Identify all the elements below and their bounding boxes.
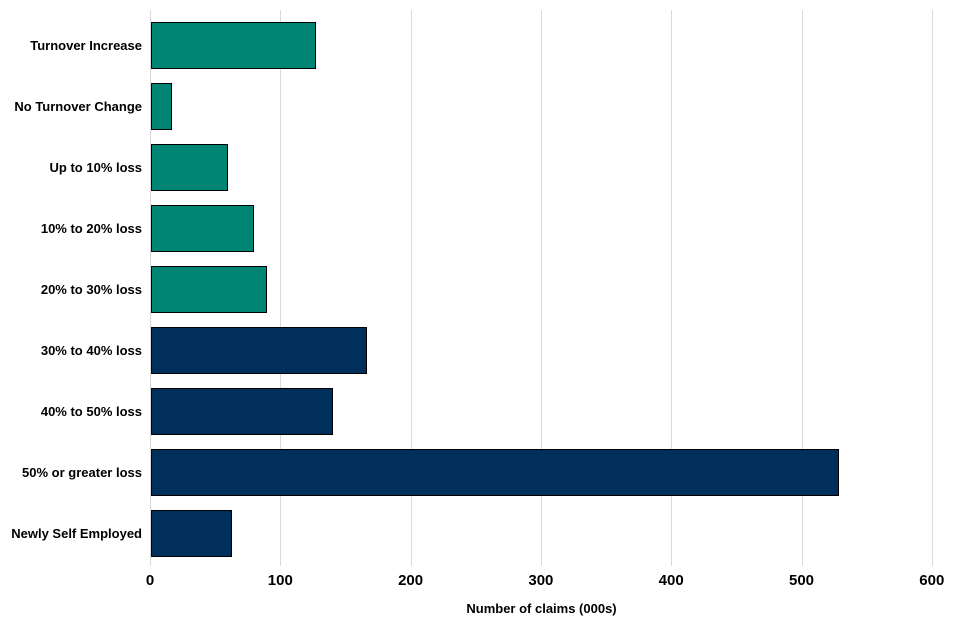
gridline-100 xyxy=(280,10,282,566)
x-axis-tick-label: 500 xyxy=(788,572,815,589)
bar xyxy=(151,449,839,496)
gridline-300 xyxy=(540,10,542,566)
category-label: Up to 10% loss xyxy=(49,159,142,175)
gridline-500 xyxy=(801,10,803,566)
x-axis-tick-label: 300 xyxy=(528,572,554,589)
category-label: Newly Self Employed xyxy=(11,525,142,541)
category-label: 50% or greater loss xyxy=(22,464,142,480)
category-label: 40% to 50% loss xyxy=(40,403,142,419)
bar xyxy=(151,83,172,130)
gridline-200 xyxy=(410,10,412,566)
x-axis-tick-label: 200 xyxy=(398,572,424,589)
x-axis-tick-label: 400 xyxy=(658,572,684,589)
x-axis-tick-label: 0 xyxy=(145,572,155,589)
gridline-0 xyxy=(150,10,151,566)
bar xyxy=(151,327,368,374)
bar xyxy=(151,510,232,557)
x-axis-title: Number of claims (000s) xyxy=(466,601,617,616)
category-label: 30% to 40% loss xyxy=(40,342,142,358)
category-label: 10% to 20% loss xyxy=(40,220,142,236)
x-axis-tick-label: 600 xyxy=(919,572,945,589)
bar xyxy=(151,205,254,252)
bar xyxy=(151,388,334,435)
gridline-400 xyxy=(671,10,673,566)
bar xyxy=(151,266,267,313)
bar xyxy=(151,22,317,69)
category-label: Turnover Increase xyxy=(30,37,142,53)
category-label: No Turnover Change xyxy=(14,98,142,114)
category-label: 20% to 30% loss xyxy=(40,281,142,297)
bar xyxy=(151,144,228,191)
x-axis-tick-label: 100 xyxy=(267,572,293,589)
gridline-600 xyxy=(931,10,933,566)
